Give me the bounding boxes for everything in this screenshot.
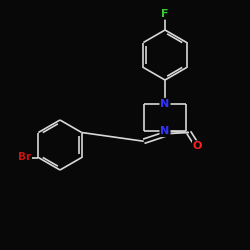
Text: Br: Br (18, 152, 31, 162)
Text: F: F (161, 9, 169, 19)
Text: N: N (160, 99, 170, 109)
Text: O: O (193, 141, 202, 151)
Text: N: N (160, 126, 170, 136)
